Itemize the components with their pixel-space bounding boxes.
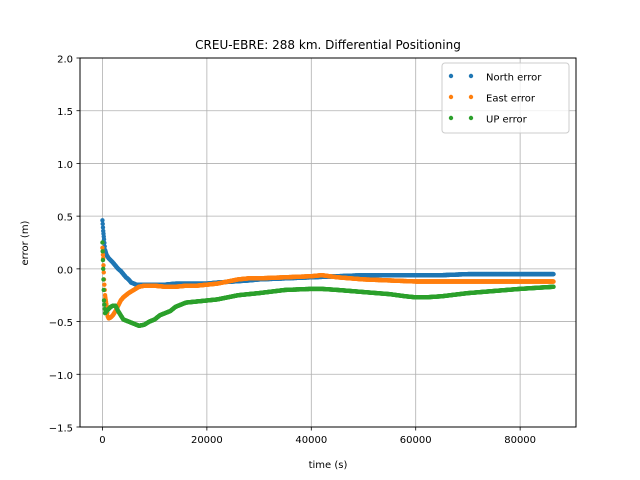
- x-tick-label: 60000: [400, 435, 432, 446]
- legend-marker: [468, 115, 474, 121]
- x-axis-label: time (s): [309, 460, 348, 471]
- data-point: [101, 298, 107, 303]
- data-point: [102, 302, 107, 307]
- y-tick-label: −0.5: [49, 318, 73, 329]
- chart-title: CREU-EBRE: 288 km. Differential Position…: [195, 38, 461, 52]
- data-point: [100, 249, 105, 254]
- x-tick-label: 0: [99, 435, 105, 446]
- data-point: [551, 279, 556, 284]
- y-tick-label: 2.0: [57, 55, 73, 66]
- data-point: [100, 252, 106, 257]
- legend-marker: [468, 94, 474, 100]
- legend-label: UP error: [486, 115, 528, 126]
- data-point: [101, 270, 106, 275]
- data-point: [100, 245, 105, 250]
- legend-marker: [448, 94, 454, 100]
- data-point: [101, 277, 106, 282]
- data-point: [100, 218, 105, 223]
- series-east-error: [100, 245, 556, 321]
- legend-marker: [448, 73, 454, 79]
- ticks: 0 20000 40000 60000 80000 −1.5 −1.0 −0.5 0.0 0.5 1…: [49, 55, 536, 447]
- legend-label: East error: [486, 94, 536, 105]
- data-point: [101, 263, 106, 268]
- data-point: [100, 221, 105, 227]
- data-point: [100, 240, 105, 245]
- data-point: [101, 287, 106, 293]
- data-point: [551, 284, 556, 289]
- y-tick-label: 0.0: [57, 265, 73, 276]
- series-up-error: [100, 240, 556, 328]
- x-tick-label: 20000: [191, 435, 223, 446]
- grid: [80, 57, 576, 428]
- legend-marker: [468, 73, 474, 79]
- legend-label: North error: [486, 73, 542, 84]
- legend: North error East error UP error: [441, 62, 570, 134]
- plot-frame: [79, 57, 577, 428]
- data-point: [101, 266, 106, 272]
- y-tick-label: 1.0: [57, 160, 73, 171]
- y-tick-label: 0.5: [57, 213, 73, 224]
- legend-marker: [448, 115, 454, 121]
- x-tick-label: 40000: [295, 435, 327, 446]
- data-point: [100, 225, 106, 230]
- data-point: [551, 271, 556, 277]
- y-tick-label: −1.0: [49, 371, 73, 382]
- y-tick-label: −1.5: [49, 424, 73, 435]
- x-tick-label: 80000: [504, 435, 536, 446]
- data-point: [100, 257, 106, 263]
- legend-box: [441, 62, 570, 134]
- y-tick-label: 1.5: [57, 107, 73, 118]
- data-layer: [100, 218, 556, 328]
- data-point: [102, 282, 107, 287]
- y-axis-label: error (m): [20, 220, 31, 265]
